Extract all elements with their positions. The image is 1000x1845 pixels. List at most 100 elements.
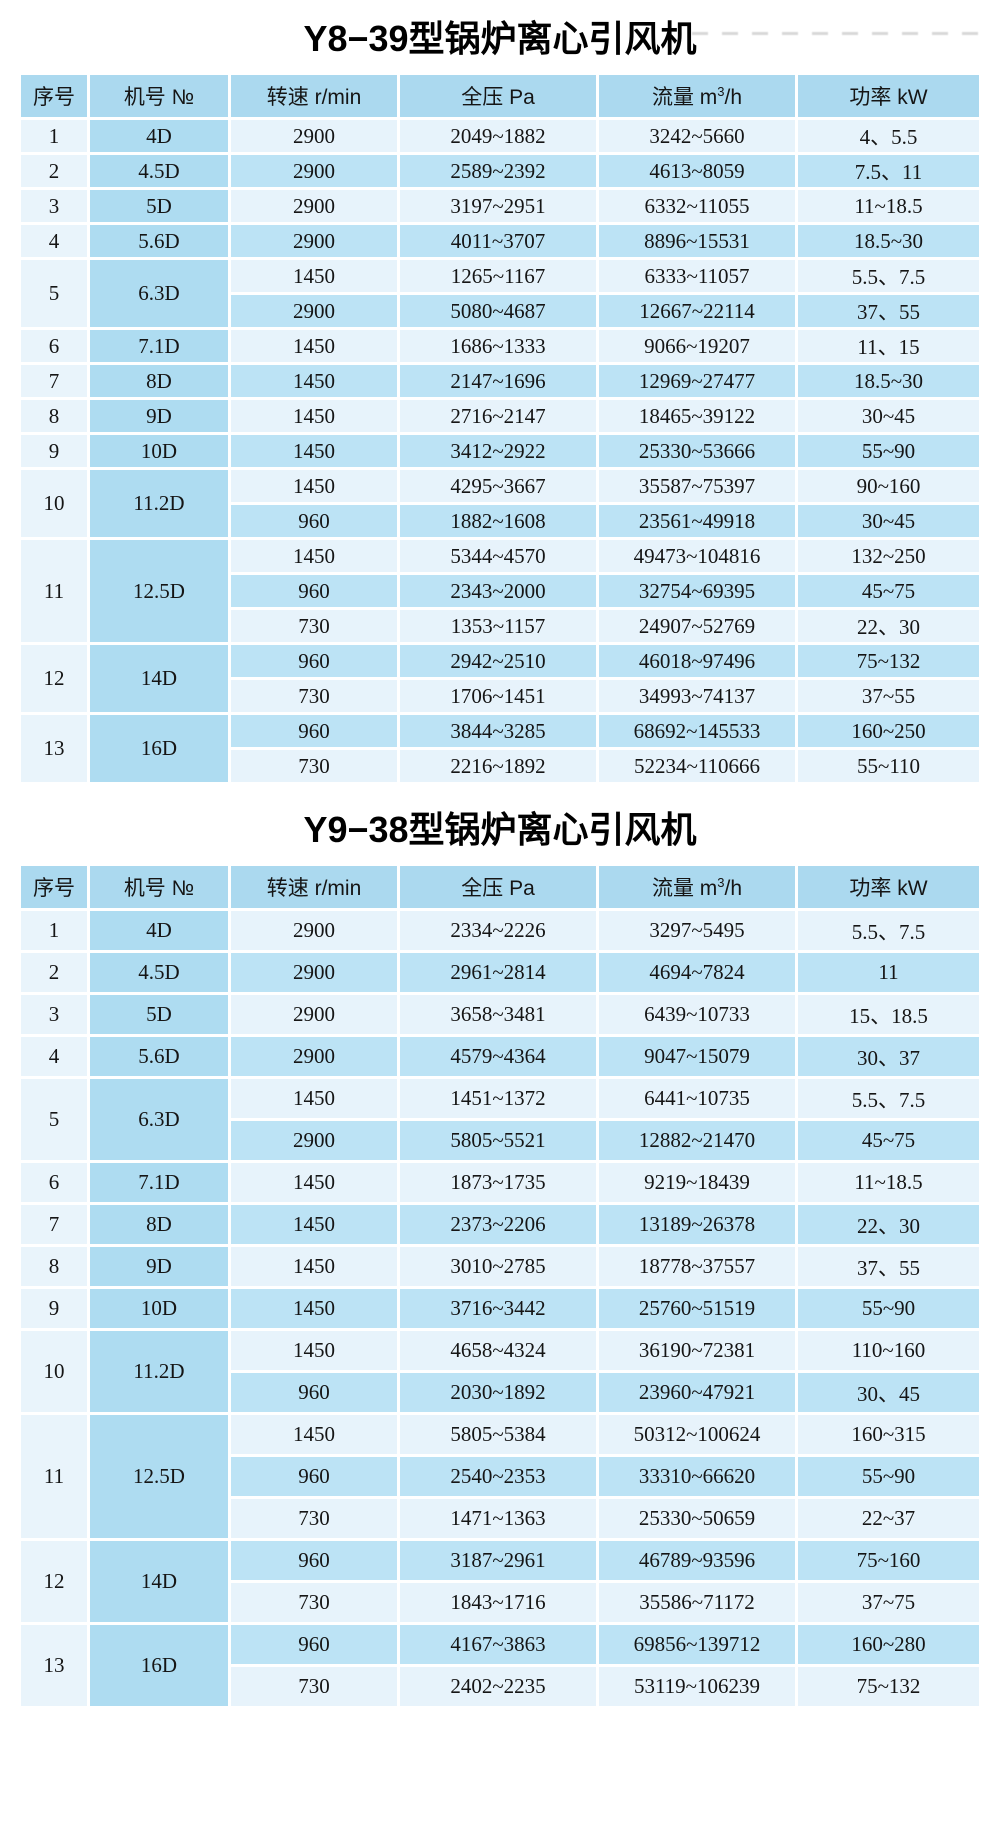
flow-cell: 33310~66620 bbox=[599, 1457, 795, 1496]
model-cell: 4.5D bbox=[90, 953, 228, 992]
table-body: 1 4D 2900 2049~1882 3242~5660 4、5.5 2 4.5D 2900 2… bbox=[21, 120, 979, 782]
flow-cell: 25760~51519 bbox=[599, 1289, 795, 1328]
pressure-cell: 4658~4324 bbox=[400, 1331, 596, 1370]
model-cell: 9D bbox=[90, 400, 228, 432]
table-row: 3 5D 2900 3658~3481 6439~10733 15、18.5 bbox=[21, 995, 979, 1034]
power-cell: 30、45 bbox=[798, 1373, 979, 1412]
table-row: 6 7.1D 1450 1873~1735 9219~18439 11~18.5 bbox=[21, 1163, 979, 1202]
table-row: 5 6.3D 1450 1451~1372 6441~10735 5.5、7.5 bbox=[21, 1079, 979, 1160]
model-cell: 4D bbox=[90, 911, 228, 950]
table-row: 960 2030~1892 23960~47921 30、45 bbox=[21, 1373, 979, 1412]
table-row: 4 5.6D 2900 4579~4364 9047~15079 30、37 bbox=[21, 1037, 979, 1076]
table-row: 13 16D 960 4167~3863 69856~139712 160~280 bbox=[21, 1625, 979, 1706]
speed-cell: 1450 bbox=[231, 540, 397, 572]
pressure-cell: 2716~2147 bbox=[400, 400, 596, 432]
flow-cell: 50312~100624 bbox=[599, 1415, 795, 1454]
speed-cell: 960 bbox=[231, 1541, 397, 1580]
col-header-speed: 转速 r/min bbox=[231, 866, 397, 908]
model-cell: 7.1D bbox=[90, 330, 228, 362]
flow-cell: 6333~11057 bbox=[599, 260, 795, 292]
speed-cell: 1450 bbox=[231, 1247, 397, 1286]
speed-cell: 2900 bbox=[231, 953, 397, 992]
pressure-cell: 1873~1735 bbox=[400, 1163, 596, 1202]
power-cell: 11~18.5 bbox=[798, 1163, 979, 1202]
speed-cell: 960 bbox=[231, 715, 397, 747]
power-cell: 37~55 bbox=[798, 680, 979, 712]
power-cell: 37、55 bbox=[798, 295, 979, 327]
table-row: 960 2343~2000 32754~69395 45~75 bbox=[21, 575, 979, 607]
pressure-cell: 2402~2235 bbox=[400, 1667, 596, 1706]
power-cell: 30~45 bbox=[798, 400, 979, 432]
speed-cell: 1450 bbox=[231, 1289, 397, 1328]
table-row: 730 1706~1451 34993~74137 37~55 bbox=[21, 680, 979, 712]
seq-cell: 1 bbox=[21, 911, 87, 950]
pressure-cell: 1265~1167 bbox=[400, 260, 596, 292]
table-title-y8-39: Y8−39型锅炉离心引风机 bbox=[303, 18, 697, 59]
seq-cell: 4 bbox=[21, 225, 87, 257]
speed-cell: 1450 bbox=[231, 365, 397, 397]
flow-cell: 32754~69395 bbox=[599, 575, 795, 607]
pressure-cell: 2589~2392 bbox=[400, 155, 596, 187]
power-cell: 45~75 bbox=[798, 1121, 979, 1160]
flow-cell: 18778~37557 bbox=[599, 1247, 795, 1286]
seq-cell: 9 bbox=[21, 1289, 87, 1328]
table-row: 7 8D 1450 2373~2206 13189~26378 22、30 bbox=[21, 1205, 979, 1244]
model-cell: 10D bbox=[90, 1289, 228, 1328]
speed-cell: 1450 bbox=[231, 1331, 397, 1370]
table-row: 730 2402~2235 53119~106239 75~132 bbox=[21, 1667, 979, 1706]
flow-cell: 9047~15079 bbox=[599, 1037, 795, 1076]
fan-spec-table-y8-39: 序号 机号 № 转速 r/min 全压 Pa 流量 m3/h 功率 kW 1 4D… bbox=[18, 72, 982, 785]
col-header-seq: 序号 bbox=[21, 866, 87, 908]
flow-cell: 18465~39122 bbox=[599, 400, 795, 432]
table-header: 序号 机号 № 转速 r/min 全压 Pa 流量 m3/h 功率 kW bbox=[21, 75, 979, 117]
power-cell: 110~160 bbox=[798, 1331, 979, 1370]
table-row: 12 14D 960 3187~2961 46789~93596 75~160 bbox=[21, 1541, 979, 1622]
pressure-cell: 5805~5384 bbox=[400, 1415, 596, 1454]
flow-cell: 4694~7824 bbox=[599, 953, 795, 992]
pressure-cell: 1843~1716 bbox=[400, 1583, 596, 1622]
seq-cell: 2 bbox=[21, 953, 87, 992]
speed-cell: 960 bbox=[231, 645, 397, 677]
flow-label-sup: 3 bbox=[717, 875, 725, 890]
speed-cell: 960 bbox=[231, 1457, 397, 1496]
seq-cell: 2 bbox=[21, 155, 87, 187]
table-row: 730 1843~1716 35586~71172 37~75 bbox=[21, 1583, 979, 1622]
flow-label-prefix: 流量 m bbox=[651, 877, 718, 900]
pressure-cell: 4295~3667 bbox=[400, 470, 596, 502]
seq-cell: 3 bbox=[21, 190, 87, 222]
table-row: 3 5D 2900 3197~2951 6332~11055 11~18.5 bbox=[21, 190, 979, 222]
seq-cell: 10 bbox=[21, 1331, 87, 1412]
flow-label-suffix: /h bbox=[724, 877, 743, 900]
power-cell: 5.5、7.5 bbox=[798, 1079, 979, 1118]
pressure-cell: 1706~1451 bbox=[400, 680, 596, 712]
flow-cell: 6332~11055 bbox=[599, 190, 795, 222]
power-cell: 160~280 bbox=[798, 1625, 979, 1664]
seq-cell: 8 bbox=[21, 400, 87, 432]
flow-cell: 35586~71172 bbox=[599, 1583, 795, 1622]
pressure-cell: 5080~4687 bbox=[400, 295, 596, 327]
model-cell: 9D bbox=[90, 1247, 228, 1286]
table-header: 序号 机号 № 转速 r/min 全压 Pa 流量 m3/h 功率 kW bbox=[21, 866, 979, 908]
speed-cell: 2900 bbox=[231, 995, 397, 1034]
power-cell: 5.5、7.5 bbox=[798, 911, 979, 950]
seq-cell: 7 bbox=[21, 1205, 87, 1244]
flow-cell: 34993~74137 bbox=[599, 680, 795, 712]
power-cell: 22、30 bbox=[798, 610, 979, 642]
seq-cell: 8 bbox=[21, 1247, 87, 1286]
pressure-cell: 3658~3481 bbox=[400, 995, 596, 1034]
speed-cell: 2900 bbox=[231, 295, 397, 327]
fan-table-section-y9-38: Y9−38型锅炉离心引风机 序号 机号 № 转速 r/min 全压 Pa 流量 … bbox=[0, 801, 1000, 1709]
flow-cell: 9219~18439 bbox=[599, 1163, 795, 1202]
col-header-flow: 流量 m3/h bbox=[599, 75, 795, 117]
flow-label-suffix: /h bbox=[724, 86, 743, 109]
flow-cell: 4613~8059 bbox=[599, 155, 795, 187]
model-cell: 10D bbox=[90, 435, 228, 467]
table-row: 7 8D 1450 2147~1696 12969~27477 18.5~30 bbox=[21, 365, 979, 397]
model-cell: 6.3D bbox=[90, 1079, 228, 1160]
model-cell: 4.5D bbox=[90, 155, 228, 187]
power-cell: 75~132 bbox=[798, 1667, 979, 1706]
seq-cell: 5 bbox=[21, 1079, 87, 1160]
power-cell: 90~160 bbox=[798, 470, 979, 502]
speed-cell: 960 bbox=[231, 1625, 397, 1664]
table-row: 10 11.2D 1450 4295~3667 35587~75397 90~160 bbox=[21, 470, 979, 537]
